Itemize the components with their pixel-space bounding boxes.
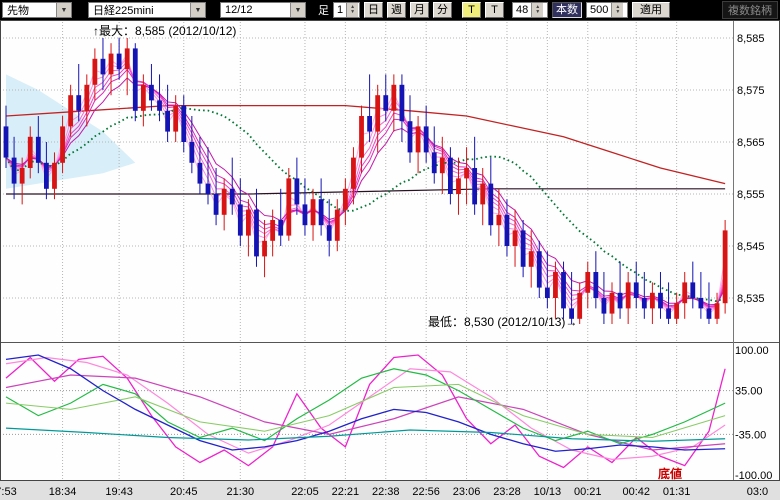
toolbar: 先物 ▼ 日経225mini ▼ 12/12 ▼ 足 1 ▲▼ 日 週 月 分 … [0,0,780,20]
price-axis-label: 8,545 [737,241,765,253]
price-axis-label: 8,555 [737,189,765,201]
osc-axis-label: 35.00 [735,386,763,398]
period-week-button[interactable]: 週 [387,2,406,18]
chevron-down-icon[interactable]: ▼ [290,3,305,17]
apply-button[interactable]: 適用 [632,2,670,18]
time-axis-label: 23:06 [453,486,481,498]
price-axis-label: 8,565 [737,137,765,149]
time-axis-label: 22:21 [332,486,360,498]
osc-axis-label: 100.00 [735,345,769,357]
time-axis-label: 23:28 [493,486,521,498]
instrument-value: 先物 [7,2,29,18]
time-axis-label: 19:43 [105,486,133,498]
spinner-arrows-icon[interactable]: ▲▼ [531,3,543,17]
min-annotation: 最低：8,530 (2012/10/13)→ [428,315,577,329]
time-axis-label: 00:21 [574,486,602,498]
multi-symbol-button[interactable]: 複数銘柄 [722,1,778,19]
time-axis-label: 22:05 [291,486,319,498]
max-annotation: ↑最大：8,585 (2012/10/12) [93,24,236,38]
time-axis-label: 00:42 [622,486,650,498]
price-chart[interactable]: 8,585 8,575 8,565 8,555 8,545 8,535 100.00 35.0… [0,20,780,500]
period-day-button[interactable]: 日 [364,2,383,18]
time-axis-label: 21:30 [227,486,255,498]
interval-spinner[interactable]: 1 ▲▼ [333,2,360,18]
price-axis-label: 8,535 [737,293,765,305]
tick-button[interactable]: T [462,2,481,18]
osc-axis-label: -100.00 [735,470,772,482]
osc-axis-label: -35.00 [735,429,766,441]
spinner-arrows-icon[interactable]: ▲▼ [611,3,623,17]
chevron-down-icon[interactable]: ▼ [56,3,71,17]
symbol-select[interactable]: 日経225mini ▼ [88,2,206,18]
time-axis-label: 01:31 [663,486,691,498]
price-axis-label: 8,585 [737,33,765,45]
time-axis-label: 7:53 [0,486,17,498]
contract-select[interactable]: 12/12 ▼ [220,2,306,18]
display-count-spinner[interactable]: 500 ▲▼ [586,2,628,18]
time-axis-label: 10/13 [534,486,562,498]
period-month-button[interactable]: 月 [410,2,429,18]
instrument-select[interactable]: 先物 ▼ [2,2,72,18]
t-button[interactable]: T [485,2,504,18]
spinner-arrows-icon[interactable]: ▲▼ [346,3,358,17]
time-axis-label: 18:34 [49,486,77,498]
interval-value: 1 [337,4,343,16]
contract-value: 12/12 [225,4,253,16]
bars-count-value: 48 [516,4,528,16]
chart-area: 8,585 8,575 8,565 8,555 8,545 8,535 100.00 35.0… [0,20,780,500]
chevron-down-icon[interactable]: ▼ [190,3,205,17]
bar-type-label: 足 [318,2,329,18]
time-axis-label: 03:0 [747,486,768,498]
trading-app-window: 先物 ▼ 日経225mini ▼ 12/12 ▼ 足 1 ▲▼ 日 週 月 分 … [0,0,780,500]
period-minute-button[interactable]: 分 [433,2,452,18]
time-axis-label: 22:56 [412,486,440,498]
symbol-value: 日経225mini [93,2,154,18]
bottom-price-label: 底値 [658,466,682,481]
bars-count-spinner[interactable]: 48 ▲▼ [512,2,548,18]
bars-mode-button[interactable]: 本数 [552,2,582,18]
time-axis-label: 22:38 [372,486,400,498]
price-axis-label: 8,575 [737,85,765,97]
time-axis-label: 20:45 [170,486,198,498]
display-count-value: 500 [590,4,608,16]
